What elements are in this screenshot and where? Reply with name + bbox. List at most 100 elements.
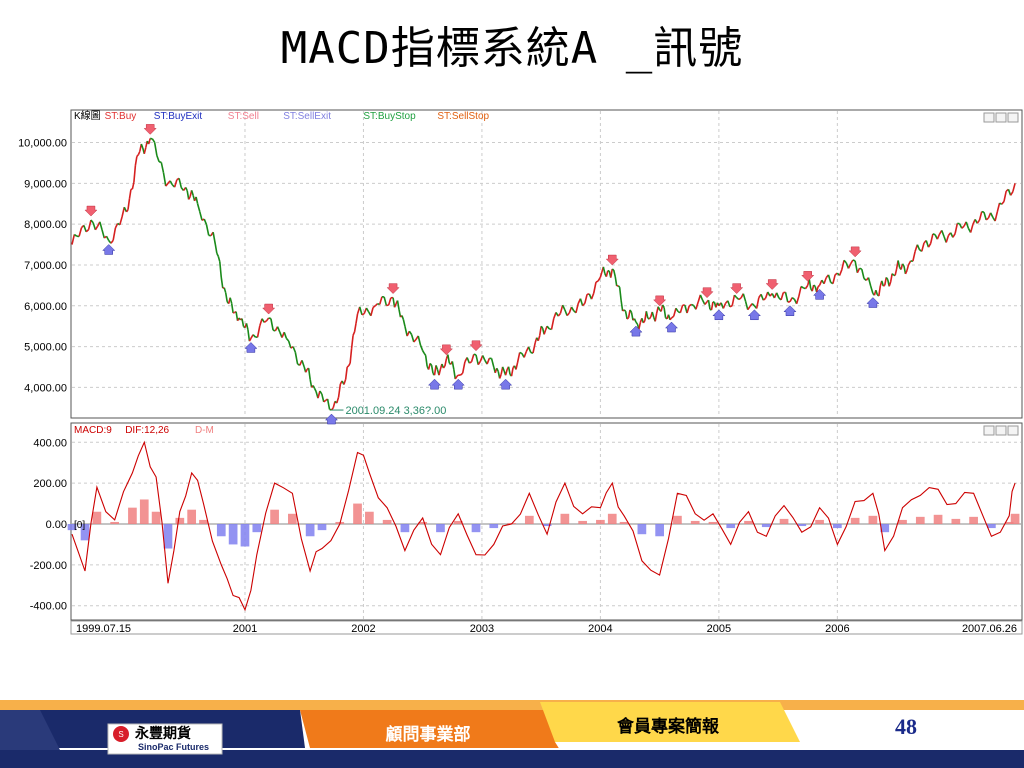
price-candle-segment	[961, 225, 965, 229]
macd-legend-item: DIF:12,26	[125, 425, 169, 436]
price-candle-segment	[160, 162, 165, 174]
price-candle-segment	[347, 362, 351, 367]
price-candle-segment	[353, 323, 357, 332]
price-candle-segment	[173, 179, 178, 188]
price-candle-segment	[707, 300, 711, 310]
price-candle-segment	[661, 304, 665, 308]
svg-text:S: S	[118, 730, 123, 739]
price-candle-segment	[272, 329, 276, 332]
price-candle-segment	[798, 286, 802, 297]
price-candle-segment	[162, 172, 167, 187]
price-candle-segment	[119, 216, 123, 226]
price-panel	[70, 109, 1023, 419]
price-y-tick-label: 7,000.00	[24, 260, 67, 272]
price-candle-segment	[904, 270, 908, 275]
price-candle-segment	[817, 284, 821, 288]
price-candle-segment	[557, 312, 562, 317]
price-candle-segment	[71, 234, 76, 245]
price-candle-segment	[537, 335, 541, 341]
price-candle-segment	[738, 297, 742, 301]
buy-signal-marker	[629, 325, 643, 337]
price-candle-segment	[241, 318, 245, 327]
macd-histogram-bar	[915, 516, 925, 524]
price-candle-segment	[989, 212, 994, 218]
price-candle-segment	[999, 202, 1003, 205]
price-candle-segment	[447, 354, 451, 364]
price-candle-segment	[392, 297, 396, 308]
price-candle-segment	[568, 306, 573, 314]
price-legend-item: ST:BuyExit	[154, 111, 203, 122]
price-candle-segment	[396, 300, 400, 310]
price-candle-segment	[435, 365, 439, 370]
macd-histogram-bar	[761, 524, 771, 528]
price-candle-segment	[214, 244, 218, 254]
price-candle-segment	[510, 367, 514, 377]
macd-histogram-bar	[270, 509, 279, 524]
price-candle-segment	[337, 383, 342, 398]
price-candle-segment	[861, 269, 865, 279]
company-logo-icon	[113, 726, 129, 742]
dif-line	[71, 440, 1016, 612]
price-candle-segment	[309, 379, 313, 388]
price-candle-segment	[332, 401, 336, 409]
price-candle-segment	[611, 268, 615, 271]
price-candle-segment	[645, 311, 649, 319]
price-candle-segment	[101, 229, 106, 239]
price-candle-segment	[945, 235, 950, 243]
price-candle-segment	[672, 308, 677, 317]
price-candle-segment	[361, 312, 365, 316]
price-candle-segment	[564, 309, 568, 316]
price-candle-segment	[256, 325, 261, 338]
price-candle-segment	[393, 303, 397, 308]
price-candle-segment	[804, 284, 809, 290]
price-candle-segment	[326, 398, 331, 410]
price-candle-segment	[133, 165, 137, 183]
price-candle-segment	[378, 296, 383, 305]
sell-signal-marker	[700, 287, 714, 299]
price-candle-segment	[276, 326, 281, 333]
macd-histogram-bar	[880, 524, 890, 533]
price-candle-segment	[165, 182, 169, 187]
price-candle-segment	[323, 399, 327, 403]
price-candle-segment	[907, 260, 912, 266]
buy-signal-marker	[427, 378, 442, 390]
macd-histogram-bar	[898, 519, 907, 524]
macd-panel-controls[interactable]	[983, 425, 1019, 436]
price-candle-segment	[223, 287, 227, 294]
price-candle-segment	[729, 304, 733, 308]
buy-signal-marker	[747, 309, 762, 321]
macd-histogram-bar	[216, 524, 226, 537]
price-candle-segment	[343, 379, 347, 385]
macd-histogram-bar	[868, 515, 878, 524]
price-candle-segment	[125, 209, 129, 213]
buy-signal-marker	[664, 321, 679, 333]
macd-histogram-bar	[578, 520, 587, 524]
price-candle-segment	[461, 361, 466, 374]
macd-histogram-bar	[969, 516, 978, 524]
footer-orange-band	[0, 700, 1024, 710]
price-candle-segment	[424, 355, 428, 367]
price-candle-segment	[618, 287, 622, 301]
price-panel-controls[interactable]	[983, 112, 1019, 123]
sell-signal-marker	[143, 124, 157, 135]
macd-histogram-bar	[128, 507, 137, 524]
macd-histogram-bar	[560, 513, 570, 524]
price-candle-segment	[429, 362, 433, 366]
price-candle-segment	[398, 309, 402, 318]
price-candle-segment	[764, 291, 769, 299]
price-candle-segment	[127, 198, 131, 210]
price-candle-segment	[475, 354, 480, 365]
sell-signal-marker	[801, 271, 815, 282]
price-candle-segment	[121, 207, 126, 218]
macd-histogram-bar	[673, 515, 682, 524]
price-candle-segment	[762, 297, 767, 301]
macd-histogram-bar	[744, 520, 753, 524]
price-candle-segment	[402, 319, 406, 327]
price-candle-segment	[196, 203, 201, 212]
price-candle-segment	[852, 259, 856, 262]
price-candle-segment	[882, 284, 886, 287]
price-candle-segment	[929, 233, 934, 244]
price-candle-segment	[444, 358, 448, 367]
price-candle-segment	[1001, 201, 1005, 205]
price-candle-segment	[651, 311, 655, 318]
